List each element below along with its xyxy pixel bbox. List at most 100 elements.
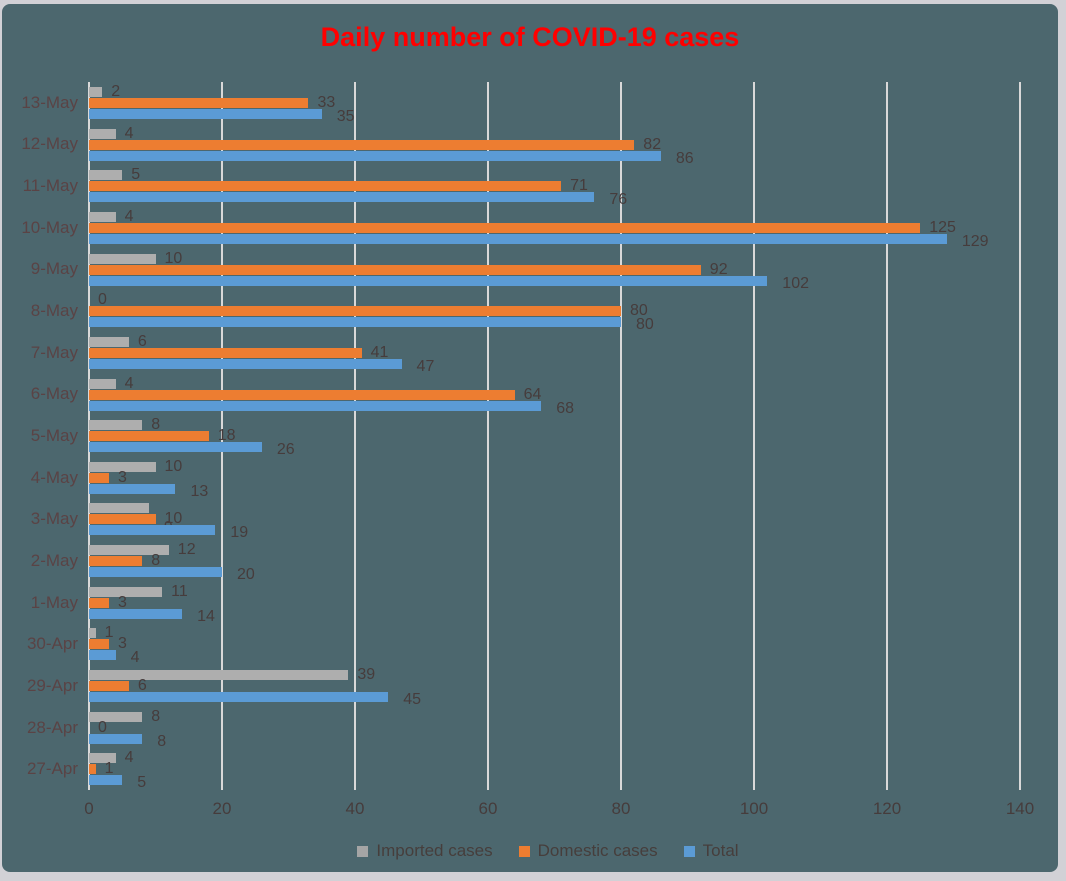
bar-total [89, 442, 262, 453]
value-label: 1 [104, 760, 114, 778]
value-label: 8 [151, 416, 161, 434]
gridline [1019, 82, 1021, 790]
value-label: 8 [151, 552, 161, 570]
gridline [221, 82, 223, 790]
bar-total [89, 608, 183, 619]
category-label: 8-May [30, 301, 78, 321]
bar-total [89, 692, 389, 703]
value-label: 3 [117, 593, 127, 611]
bar-domestic-cases [89, 764, 96, 775]
value-label: 80 [630, 302, 648, 320]
value-label: 11 [171, 582, 188, 600]
bar-total [89, 275, 768, 286]
value-label: 8 [151, 707, 161, 725]
bar-imported-cases [89, 545, 169, 556]
value-label: 6 [137, 332, 147, 350]
x-tick-label: 40 [345, 799, 365, 818]
bar-domestic-cases [89, 389, 515, 400]
bar-group: 5 71 76 [89, 165, 1020, 208]
bar-imported-cases [89, 378, 116, 389]
bar-domestic-cases [89, 639, 109, 650]
bar-imported-cases [89, 503, 149, 514]
bar-domestic-cases [89, 431, 209, 442]
bar-total [89, 192, 595, 203]
value-label: 10 [164, 249, 183, 267]
bar-total [89, 650, 116, 661]
value-label: 33 [317, 94, 336, 111]
value-label: 3 [117, 468, 127, 486]
legend-label: Total [702, 841, 739, 860]
bar-total [89, 733, 143, 744]
value-label: 5 [137, 774, 147, 792]
gridline [753, 82, 755, 790]
value-label: 35 [336, 108, 355, 125]
bar-total [89, 358, 402, 369]
value-axis: 0 20 40 60 80 100 120 140 [84, 799, 1034, 819]
value-label: 80 [636, 316, 654, 334]
value-label: 13 [190, 482, 209, 500]
bar-imported-cases [89, 420, 143, 431]
category-label: 3-May [30, 509, 78, 529]
value-label: 3 [117, 635, 127, 653]
value-label: 19 [230, 524, 249, 542]
chart-title: Daily number of COVID-19 cases [320, 22, 740, 52]
legend-item-imported-cases: Imported cases [357, 841, 493, 861]
bar-domestic-cases [89, 181, 562, 192]
value-label: 4 [124, 207, 134, 225]
bar-imported-cases [89, 711, 143, 722]
gridline [620, 82, 622, 790]
bar-group: 6 41 47 [89, 332, 1020, 374]
value-label: 86 [675, 149, 694, 167]
value-label: 0 [98, 718, 107, 736]
category-label: 27-Apr [26, 759, 78, 779]
bar-imported-cases [89, 670, 349, 681]
category-label: 11-May [22, 176, 78, 196]
category-axis: 13-May 12-May 11-May 10-May 9-May 8-May 7-May 6… [2, 82, 78, 790]
category-label: 7-May [30, 342, 78, 362]
category-label: 4-May [30, 467, 78, 487]
value-label: 12 [177, 541, 196, 559]
value-label: 18 [217, 427, 236, 445]
bar-total [89, 525, 216, 536]
bar-total [89, 150, 661, 161]
bar-group: 2 33 35 [89, 82, 1020, 125]
bar-domestic-cases [89, 139, 635, 150]
bar-imported-cases [89, 253, 156, 264]
category-label: 30-Apr [26, 634, 78, 654]
bar-group: 8 0 8 [89, 707, 1020, 749]
legend-item-domestic-cases: Domestic cases [518, 841, 658, 861]
bar-group: 4 82 86 [89, 124, 1020, 166]
bar-domestic-cases [89, 556, 143, 567]
value-label: 4 [124, 749, 134, 767]
bar-imported-cases [89, 753, 116, 764]
value-label: 14 [197, 607, 215, 625]
bar-imported-cases [89, 336, 129, 347]
bar-imported-cases [89, 170, 123, 181]
bar-group: 10 3 13 [89, 457, 1020, 499]
legend: Imported cases Domestic cases Total [2, 841, 1058, 861]
value-label: 45 [403, 691, 422, 709]
bar-domestic-cases [89, 597, 109, 608]
bar-domestic-cases [89, 98, 309, 108]
bar-group: 4 125 129 [89, 207, 1020, 249]
legend-swatch-icon [518, 845, 530, 857]
bar-imported-cases [89, 87, 103, 97]
legend-label: Domestic cases [537, 841, 658, 860]
value-label: 4 [124, 374, 134, 392]
bar-domestic-cases [89, 347, 362, 358]
x-tick-label: 20 [212, 799, 232, 818]
legend-swatch-icon [357, 845, 369, 857]
gridline [487, 82, 489, 790]
value-label: 5 [131, 166, 141, 184]
value-label: 10 [164, 510, 183, 528]
bar-domestic-cases [89, 472, 109, 483]
value-label: 41 [370, 343, 389, 361]
category-label: 28-Apr [26, 717, 78, 737]
category-label: 29-Apr [26, 675, 78, 695]
bar-domestic-cases [89, 681, 129, 692]
value-label: 129 [961, 232, 989, 250]
category-label: 5-May [30, 426, 78, 445]
value-label: 47 [416, 357, 435, 375]
